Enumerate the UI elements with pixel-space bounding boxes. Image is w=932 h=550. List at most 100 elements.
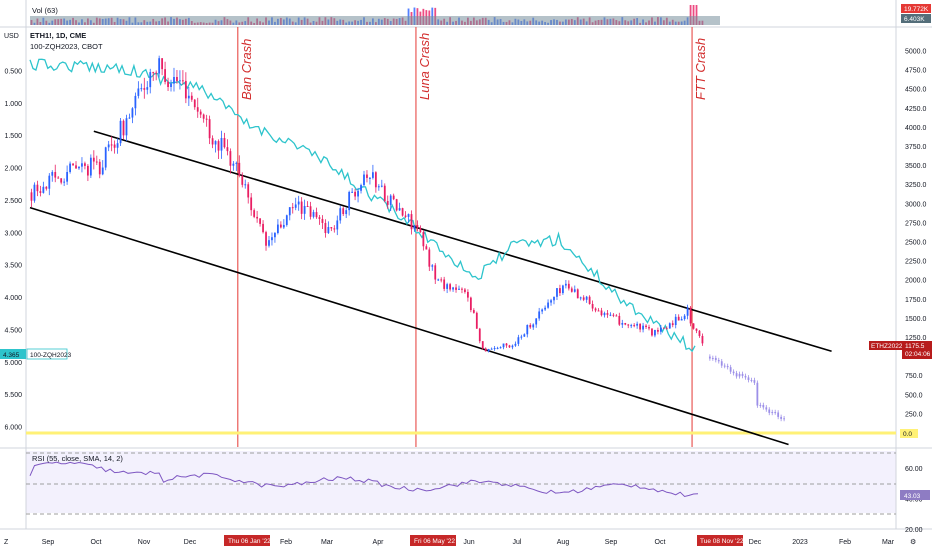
candle-body — [366, 174, 368, 178]
projection-body — [753, 380, 756, 383]
candle-body — [431, 265, 434, 267]
projection-body — [720, 361, 723, 366]
candle-body — [202, 114, 205, 119]
time-axis-tick: 2023 — [792, 539, 808, 546]
left-axis-tick: 1.500 — [4, 133, 22, 140]
compare-series — [29, 58, 696, 353]
candle-body — [425, 246, 428, 250]
projection-body — [768, 409, 771, 413]
candle-body — [357, 190, 359, 197]
candle-body — [98, 161, 101, 175]
channel-line[interactable] — [29, 206, 789, 446]
candle-body — [416, 225, 419, 228]
candle-body — [657, 330, 659, 332]
candle-body — [330, 227, 333, 229]
candle-body — [92, 157, 95, 162]
candle-body — [271, 237, 273, 241]
candle-body — [167, 81, 169, 88]
candle-body — [78, 166, 80, 169]
candle-body — [285, 215, 288, 225]
candle-body — [458, 288, 460, 290]
price-symbol-text: ETHZ2022 — [871, 343, 903, 350]
right-axis-tick: 1750.0 — [905, 297, 927, 304]
candle-body — [128, 117, 131, 119]
candle-body — [547, 302, 549, 308]
candle-body — [398, 208, 401, 211]
left-axis-tick: 0.500 — [4, 69, 22, 76]
candle-body — [282, 224, 285, 228]
candle-body — [615, 315, 618, 317]
projection-body — [783, 418, 785, 420]
candle-body — [449, 284, 451, 290]
timezone-z-icon[interactable]: Z — [4, 539, 9, 546]
channel-line[interactable] — [93, 130, 832, 353]
candle-body — [131, 108, 134, 118]
projection-body — [777, 412, 780, 417]
projection-body — [756, 382, 759, 406]
candle-body — [158, 58, 161, 74]
right-axis-tick: 2750.0 — [905, 220, 927, 227]
projection-body — [744, 375, 747, 378]
candle-body — [259, 218, 261, 224]
volume-bar — [692, 5, 695, 25]
candle-body — [297, 201, 300, 205]
candle-body — [288, 207, 291, 216]
projection-body — [759, 404, 762, 406]
trend-channel[interactable] — [29, 130, 832, 446]
candles — [30, 55, 785, 422]
candle-body — [443, 279, 446, 289]
candle-body — [229, 151, 232, 166]
candle-body — [695, 328, 698, 331]
projection-body — [735, 373, 738, 377]
candle-body — [404, 215, 407, 217]
candle-body — [205, 118, 208, 120]
candle-body — [69, 163, 71, 172]
candle-body — [383, 185, 386, 202]
volume-label: Vol (63) — [32, 6, 58, 15]
candle-body — [220, 137, 223, 151]
left-axis-tick: 4.000 — [4, 295, 22, 302]
candle-body — [66, 171, 69, 182]
time-axis-tick: Feb — [839, 539, 851, 546]
right-axis-tick: 2000.0 — [905, 278, 927, 285]
candle-body — [60, 178, 63, 183]
candle-body — [193, 99, 196, 108]
event-date-text-1: Thu 06 Jan '22 — [228, 538, 271, 545]
candle-body — [208, 119, 211, 139]
settings-gear-icon[interactable]: ⚙ — [910, 538, 916, 546]
candle-body — [639, 323, 642, 330]
candle-body — [654, 330, 656, 336]
candle-body — [223, 137, 226, 148]
projection-body — [714, 357, 717, 361]
candle-body — [149, 72, 152, 88]
candle-body — [268, 240, 270, 246]
volume-bar — [695, 5, 698, 25]
candle-body — [312, 212, 315, 217]
event-date-tag-1 — [224, 535, 270, 546]
time-axis-tick: Aug — [557, 539, 570, 546]
candle-body — [490, 348, 493, 350]
volume-bar — [689, 5, 692, 25]
candle-body — [597, 310, 600, 312]
left-axis-tick: 6.000 — [4, 425, 22, 432]
candle-body — [674, 316, 677, 326]
rsi-value-tag — [900, 490, 930, 500]
candle-body — [45, 186, 48, 189]
candle-body — [422, 232, 425, 247]
candle-body — [389, 195, 392, 205]
left-axis-tick: 1.000 — [4, 101, 22, 108]
event-annotation: FTT Crash — [693, 38, 708, 100]
volume-badge-high — [901, 4, 931, 13]
candle-body — [630, 325, 633, 327]
candle-body — [499, 347, 502, 349]
candle-body — [369, 177, 371, 179]
right-axis-tick: 250.0 — [905, 411, 923, 418]
zero-axis-text: 0.0 — [903, 431, 912, 438]
candle-body — [437, 279, 440, 281]
candle-body — [30, 192, 33, 201]
candle-body — [39, 191, 42, 193]
candle-body — [140, 88, 143, 90]
candle-body — [179, 80, 181, 82]
time-axis-tick: Oct — [91, 539, 102, 546]
